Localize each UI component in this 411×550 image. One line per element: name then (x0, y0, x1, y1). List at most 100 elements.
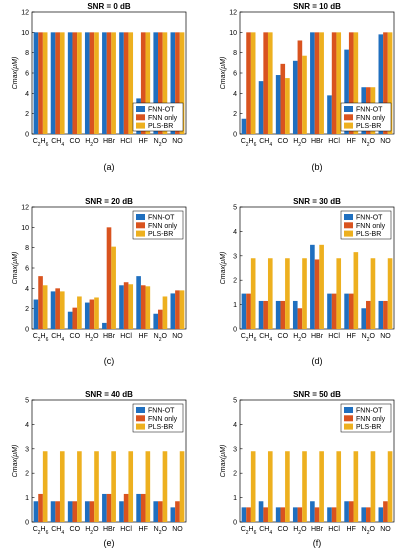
bar-fnn-ot-no (378, 507, 384, 522)
bar-fnn-only-no (175, 290, 180, 329)
bar-fnn-ot-c2h6 (33, 32, 39, 135)
bar-pls-br-hbr (319, 451, 324, 522)
x-tick-label: HF (347, 138, 356, 145)
bar-fnn-only-hbr (106, 32, 112, 135)
bar-fnn-ot-hf (136, 276, 141, 329)
bar-pls-br-hbr (319, 32, 324, 135)
y-tick-label: 8 (25, 50, 29, 57)
bar-fnn-only-no (175, 32, 180, 135)
x-tick-label: CO (70, 333, 81, 340)
y-tick-label: 2 (233, 111, 237, 118)
bar-fnn-only-hbr (106, 493, 112, 522)
legend-entry: FNN-OT (356, 107, 383, 114)
x-tick-label: C2H6 (33, 333, 49, 343)
bar-fnn-only-co (280, 63, 286, 134)
bar-fnn-ot-hbr (102, 493, 107, 522)
legend-entry: PLS-BR (356, 231, 381, 238)
bar-fnn-only-h2o (297, 40, 303, 134)
legend-entry: PLS-BR (356, 123, 381, 130)
y-tick-label: 0 (233, 520, 237, 527)
bar-fnn-ot-co (275, 300, 281, 329)
bar-fnn-ot-co (67, 32, 73, 135)
chart-panel-6: 0 1 2 3 4 5 Cmax(μM) SNR = 50 dB C2H6 CH4 CO H2O HBr… (220, 390, 395, 548)
bar-pls-br-ch4 (267, 32, 273, 135)
y-tick-label: 2 (233, 471, 237, 478)
bar-pls-br-hf (145, 286, 151, 329)
x-tick-label: CO (70, 526, 81, 533)
bar-fnn-ot-h2o (292, 300, 298, 329)
bar-fnn-only-hcl (123, 282, 129, 329)
y-tick-label: 4 (25, 422, 29, 429)
y-tick-label: 6 (25, 266, 29, 273)
x-tick-label: HCl (120, 138, 132, 145)
bar-fnn-ot-hbr (102, 32, 107, 135)
legend-entry: FNN-OT (148, 107, 175, 114)
x-tick-label: H2O (293, 526, 307, 536)
x-tick-label: HBr (103, 333, 116, 340)
bar-pls-br-no (179, 290, 185, 329)
bar-fnn-only-ch4 (55, 501, 60, 522)
bar-pls-br-co (285, 451, 290, 522)
chart-title: SNR = 10 dB (293, 2, 341, 11)
bar-fnn-only-no (175, 501, 180, 522)
bar-pls-br-hbr (319, 244, 324, 329)
bar-fnn-ot-no (378, 300, 384, 329)
bar-fnn-ot-co (67, 311, 73, 329)
y-tick-label: 6 (233, 71, 237, 78)
panel-caption: (a) (104, 162, 115, 172)
legend-entry: PLS-BR (148, 123, 173, 130)
y-tick-label: 4 (233, 229, 237, 236)
bar-pls-br-co (77, 451, 82, 522)
x-tick-label: CH4 (51, 333, 64, 343)
panel-caption: (f) (313, 538, 322, 548)
x-tick-label: HF (139, 526, 148, 533)
bar-fnn-only-hcl (123, 493, 129, 522)
x-tick-label: HCl (328, 138, 340, 145)
legend-entry: FNN-OT (356, 215, 383, 222)
bar-fnn-ot-ch4 (50, 32, 56, 135)
legend-entry: FNN only (356, 223, 386, 230)
y-axis-label: Cmax(μM) (12, 57, 19, 90)
legend-entry: FNN only (148, 416, 178, 423)
bar-pls-br-n2o (370, 451, 376, 522)
bar-pls-br-n2o (162, 451, 168, 522)
x-tick-label: CO (278, 138, 289, 145)
bar-fnn-only-c2h6 (38, 32, 43, 135)
legend-entry: FNN only (148, 115, 178, 122)
bar-fnn-only-ch4 (55, 288, 60, 329)
bar-fnn-only-hf (348, 32, 354, 135)
x-tick-label: N2O (154, 138, 168, 148)
bar-fnn-only-hcl (123, 32, 129, 135)
y-tick-label: 2 (25, 471, 29, 478)
x-tick-label: C2H6 (33, 138, 49, 148)
legend-swatch (344, 407, 353, 413)
legend-entry: PLS-BR (356, 424, 381, 431)
bar-fnn-only-h2o (89, 32, 95, 135)
y-axis-label: Cmax(μM) (12, 445, 19, 478)
bar-fnn-ot-hbr (310, 32, 315, 135)
x-tick-label: HF (347, 526, 356, 533)
x-tick-label: CH4 (259, 526, 272, 536)
x-tick-label: CO (278, 333, 289, 340)
bar-fnn-ot-co (275, 507, 281, 522)
y-tick-label: 0 (25, 520, 29, 527)
bar-pls-br-c2h6 (42, 451, 48, 522)
bar-pls-br-ch4 (267, 258, 273, 329)
x-tick-label: HBr (103, 138, 116, 145)
bar-fnn-only-hf (140, 32, 146, 135)
bar-fnn-only-hf (140, 493, 146, 522)
y-tick-label: 10 (21, 225, 29, 232)
y-tick-label: 12 (21, 10, 29, 17)
y-tick-label: 5 (233, 205, 237, 212)
legend-swatch (136, 415, 145, 422)
x-tick-label: C2H6 (241, 138, 257, 148)
panel-caption: (b) (312, 162, 323, 172)
bar-fnn-only-c2h6 (246, 507, 251, 522)
x-tick-label: CO (278, 526, 289, 533)
x-tick-label: NO (380, 138, 391, 145)
bar-fnn-ot-hcl (119, 32, 124, 135)
chart-panel-2: 0 2 4 6 8 10 12 Cmax(μM) SNR = 10 dB C2H6 CH4 CO H2O… (220, 2, 395, 172)
y-tick-label: 10 (229, 30, 237, 37)
y-tick-label: 10 (21, 30, 29, 37)
bar-fnn-ot-hbr (310, 501, 315, 522)
